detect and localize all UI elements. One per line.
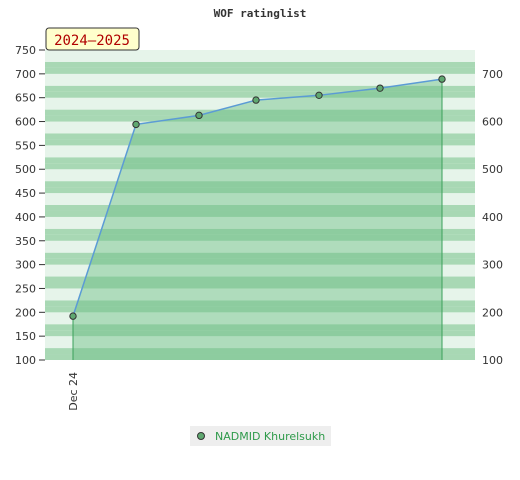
band-stripe [45, 205, 475, 211]
band-stripe [45, 157, 475, 164]
band-stripe [45, 163, 475, 170]
band-stripe [45, 354, 475, 360]
band-stripe [45, 61, 475, 68]
rating-area [73, 79, 442, 360]
band-stripe [45, 282, 475, 289]
band-stripe [45, 234, 475, 241]
data-markers [69, 75, 446, 320]
x-axis: Dec 24 [67, 372, 80, 411]
band-stripe [45, 342, 475, 349]
band-stripe [45, 240, 475, 247]
band-stripe [45, 348, 475, 355]
band-stripe [45, 336, 475, 343]
band-stripe [45, 50, 475, 56]
y-tick-label-left: 350 [15, 235, 36, 248]
band-stripe [45, 169, 475, 176]
y-tick-label-left: 150 [15, 330, 36, 343]
data-point[interactable] [376, 84, 384, 92]
x-tick-label: Dec 24 [67, 372, 80, 411]
season-badge: 2024–2025 [45, 27, 140, 51]
band-stripe [45, 324, 475, 331]
data-point[interactable] [195, 111, 203, 120]
band-stripe [45, 109, 475, 116]
band-stripe [45, 312, 475, 319]
y-tick-label-left: 600 [15, 116, 36, 129]
season-label: 2024–2025 [54, 33, 130, 49]
y-tick-label-left: 450 [15, 187, 36, 200]
band-stripe [45, 103, 475, 110]
band-stripe [45, 151, 475, 158]
y-tick-label-right: 400 [482, 211, 503, 224]
band-stripe [45, 330, 475, 337]
y-tick-label-right: 300 [482, 259, 503, 272]
band-stripe [45, 133, 475, 140]
band-stripe [45, 175, 475, 182]
y-tick-label-left: 300 [15, 259, 36, 272]
band-stripe [45, 300, 475, 307]
band-stripe [45, 294, 475, 301]
band-stripe [45, 127, 475, 134]
band-stripe [45, 85, 475, 92]
y-tick-label-right: 700 [482, 68, 503, 81]
band-stripe [45, 318, 475, 325]
y-tick-label-left: 100 [15, 354, 36, 367]
y-axis-left: 100 150 200 250 300 350 400 450 500 550 600 650 700 7… [15, 44, 45, 367]
band-stripe [45, 264, 475, 271]
band-stripe [45, 246, 475, 253]
data-point[interactable] [69, 312, 77, 320]
y-tick-label-left: 750 [15, 44, 36, 57]
chart-title: WOF ratinglist [214, 7, 307, 20]
band-stripe [45, 121, 475, 128]
band-stripe [45, 228, 475, 235]
band-stripe [45, 73, 475, 80]
band-stripe [45, 288, 475, 295]
y-axis-right: 100 200 300 400 500 600 700 [482, 68, 503, 367]
legend-box [190, 426, 331, 446]
season-badge-box [45, 27, 140, 51]
y-tick-label-left: 250 [15, 282, 36, 295]
band-stripe [45, 139, 475, 146]
data-point[interactable] [438, 75, 446, 83]
y-tick-label-left: 550 [15, 139, 36, 152]
band-stripe [45, 270, 475, 277]
y-tick-label-right: 600 [482, 116, 503, 129]
legend[interactable]: NADMID Khurelsukh [190, 426, 331, 446]
legend-marker-icon [197, 432, 205, 440]
area-right-edge [72, 79, 443, 360]
band-stripe [45, 145, 475, 152]
band-stripe [45, 306, 475, 313]
legend-series-name: NADMID Khurelsukh [215, 430, 325, 443]
data-point[interactable] [132, 120, 140, 129]
band-stripe [45, 67, 475, 74]
band-stripe [45, 97, 475, 104]
y-tick-label-left: 200 [15, 306, 36, 319]
band-stripe [45, 187, 475, 194]
band-stripe [45, 91, 475, 98]
band-stripe [45, 252, 475, 259]
data-point[interactable] [315, 91, 323, 100]
y-tick-label-left: 400 [15, 211, 36, 224]
band-stripe [45, 55, 475, 62]
band-stripe [45, 210, 475, 217]
background-bands [45, 50, 475, 360]
y-tick-label-left: 500 [15, 163, 36, 176]
band-stripe [45, 181, 475, 188]
y-tick-label-right: 500 [482, 163, 503, 176]
y-tick-label-right: 100 [482, 354, 503, 367]
band-stripe [45, 79, 475, 86]
band-stripe [45, 216, 475, 223]
y-tick-label-right: 200 [482, 306, 503, 319]
band-stripe [45, 276, 475, 283]
band-stripe [45, 258, 475, 265]
band-stripe [45, 115, 475, 122]
data-point[interactable] [252, 96, 260, 104]
y-tick-label-left: 650 [15, 92, 36, 105]
band-stripe [45, 222, 475, 229]
band-stripe [45, 193, 475, 200]
y-tick-label-left: 700 [15, 68, 36, 81]
band-stripe [45, 199, 475, 205]
